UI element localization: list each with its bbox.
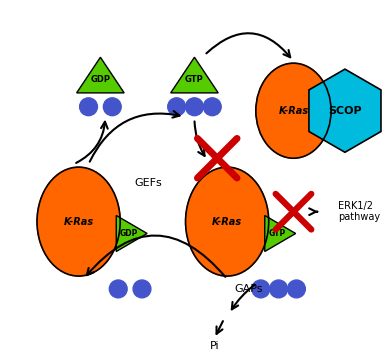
Text: K-Ras: K-Ras bbox=[278, 106, 309, 116]
Circle shape bbox=[103, 98, 121, 116]
Text: SCOP: SCOP bbox=[328, 106, 362, 116]
Text: K-Ras: K-Ras bbox=[64, 217, 94, 227]
Ellipse shape bbox=[185, 167, 269, 276]
Circle shape bbox=[168, 98, 185, 116]
Circle shape bbox=[133, 280, 151, 298]
Circle shape bbox=[287, 280, 305, 298]
Polygon shape bbox=[309, 69, 381, 152]
Ellipse shape bbox=[37, 167, 120, 276]
Text: GTP: GTP bbox=[269, 229, 286, 238]
Circle shape bbox=[109, 280, 127, 298]
Text: Pi: Pi bbox=[209, 341, 219, 351]
Circle shape bbox=[80, 98, 98, 116]
Text: GAPs: GAPs bbox=[235, 284, 263, 294]
Text: K-Ras: K-Ras bbox=[212, 217, 242, 227]
Text: ERK1/2
pathway: ERK1/2 pathway bbox=[338, 201, 380, 223]
Circle shape bbox=[185, 98, 203, 116]
Text: GDP: GDP bbox=[91, 74, 111, 83]
Circle shape bbox=[252, 280, 270, 298]
Ellipse shape bbox=[256, 63, 331, 158]
Polygon shape bbox=[77, 57, 124, 93]
Polygon shape bbox=[116, 216, 147, 252]
Polygon shape bbox=[265, 216, 296, 252]
Circle shape bbox=[203, 98, 221, 116]
Polygon shape bbox=[171, 57, 218, 93]
Text: GDP: GDP bbox=[119, 229, 138, 238]
Circle shape bbox=[270, 280, 287, 298]
Text: GEFs: GEFs bbox=[134, 178, 162, 188]
Text: GTP: GTP bbox=[185, 74, 204, 83]
